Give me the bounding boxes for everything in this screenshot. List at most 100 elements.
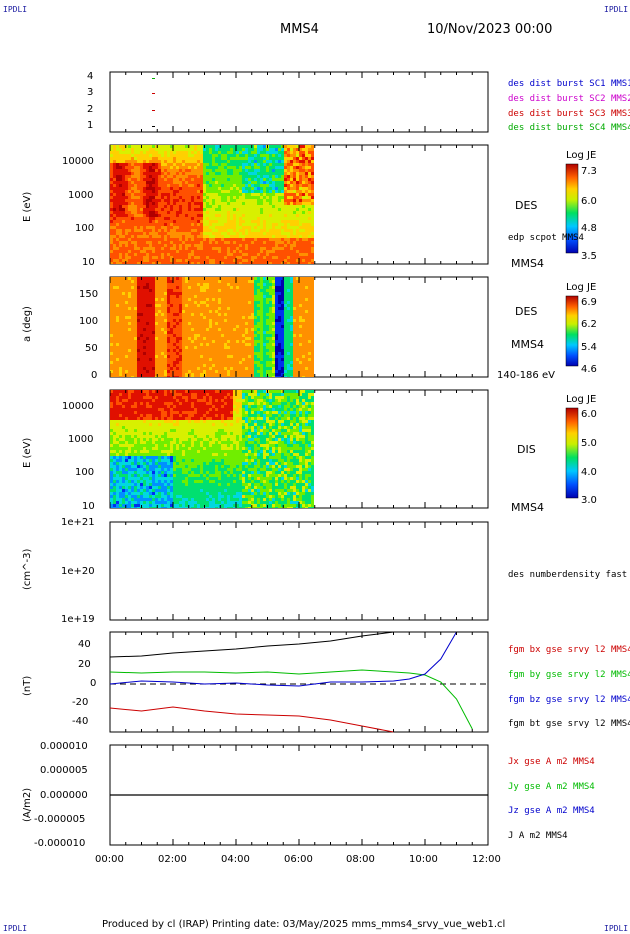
des-energy-cell	[164, 193, 167, 196]
des-pitch-cell	[176, 373, 179, 376]
des-energy-cell	[254, 193, 257, 196]
des-energy-cell	[248, 172, 251, 175]
des-pitch-cell	[224, 301, 227, 304]
des-pitch-cell	[182, 349, 185, 352]
des-energy-cell	[170, 247, 173, 250]
des-energy-cell	[245, 148, 248, 151]
des-pitch-cell	[134, 301, 137, 304]
des-energy-cell	[221, 211, 224, 214]
des-energy-cell	[287, 229, 290, 232]
des-energy-cell	[134, 223, 137, 226]
des-pitch-cell	[122, 286, 125, 289]
des-energy-cell	[128, 172, 131, 175]
des-energy-cell	[152, 184, 155, 187]
des-pitch-cell	[257, 361, 260, 364]
des-pitch-cell	[152, 304, 155, 307]
des-pitch-cell	[299, 310, 302, 313]
des-pitch-cell	[158, 361, 161, 364]
des-energy-cell	[236, 208, 239, 211]
des-pitch-cell	[197, 361, 200, 364]
des-pitch-cell	[134, 349, 137, 352]
des-energy-cell	[149, 211, 152, 214]
des-energy-cell	[185, 220, 188, 223]
des-pitch-cell	[164, 358, 167, 361]
des-energy-cell	[239, 172, 242, 175]
des-pitch-cell	[287, 292, 290, 295]
des-pitch-cell	[212, 331, 215, 334]
des-energy-cell	[206, 202, 209, 205]
des-pitch-cell	[296, 331, 299, 334]
des-pitch-cell	[227, 352, 230, 355]
des-energy-cell	[188, 178, 191, 181]
des-pitch-cell	[185, 331, 188, 334]
des-energy-cell	[266, 208, 269, 211]
des-pitch-cell	[170, 292, 173, 295]
des-pitch-cell	[146, 352, 149, 355]
des-energy-cell	[293, 262, 296, 264]
des-energy-cell	[227, 187, 230, 190]
des-energy-cell	[284, 196, 287, 199]
des-pitch-cell	[149, 313, 152, 316]
des-pitch-cell	[272, 307, 275, 310]
des-pitch-cell	[161, 364, 164, 367]
des-energy-cell	[242, 256, 245, 259]
des-pitch-cell	[137, 370, 140, 373]
des-pitch-cell	[119, 280, 122, 283]
des-energy-cell	[242, 244, 245, 247]
des-pitch-cell	[140, 283, 143, 286]
des-energy-cell	[137, 145, 140, 148]
des-pitch-cell	[242, 277, 245, 280]
des-pitch-cell	[167, 370, 170, 373]
des-energy-cell	[257, 253, 260, 256]
des-pitch-cell	[305, 319, 308, 322]
des-energy-cell	[179, 205, 182, 208]
des-energy-cell	[149, 169, 152, 172]
des-energy-cell	[110, 241, 113, 244]
des-pitch-cell	[236, 286, 239, 289]
des-pitch-cell	[287, 331, 290, 334]
des-energy-cell	[194, 205, 197, 208]
des-energy-cell	[146, 193, 149, 196]
des-pitch-cell	[116, 280, 119, 283]
des-energy-cell	[281, 220, 284, 223]
des-pitch-cell	[218, 343, 221, 346]
des-pitch-cell	[275, 313, 278, 316]
des-energy-cell	[152, 205, 155, 208]
des-pitch-cell	[248, 289, 251, 292]
des-energy-cell	[293, 169, 296, 172]
des-pitch-cell	[164, 355, 167, 358]
des-energy-cell	[245, 232, 248, 235]
des-energy-cell	[293, 259, 296, 262]
des-energy-cell	[305, 181, 308, 184]
des-pitch-cell	[293, 358, 296, 361]
des-energy-cell	[161, 250, 164, 253]
des-energy-cell	[146, 166, 149, 169]
des-energy-cell	[167, 169, 170, 172]
des-energy-cell	[191, 154, 194, 157]
des-energy-cell	[137, 187, 140, 190]
des-energy-cell	[290, 208, 293, 211]
des-pitch-cell	[290, 349, 293, 352]
des-energy-cell	[233, 181, 236, 184]
des-pitch-cell	[218, 313, 221, 316]
des-energy-cell	[218, 223, 221, 226]
des-pitch-cell	[221, 286, 224, 289]
des-energy-cell	[275, 145, 278, 148]
des-energy-cell	[200, 238, 203, 241]
des-pitch-cell	[116, 307, 119, 310]
des-energy-cell	[227, 238, 230, 241]
des-pitch-cell	[143, 346, 146, 349]
des-pitch-cell	[176, 367, 179, 370]
des-pitch-cell	[266, 340, 269, 343]
des-energy-cell	[194, 166, 197, 169]
des-energy-cell	[239, 238, 242, 241]
des-energy-cell	[248, 229, 251, 232]
des-pitch-cell	[245, 283, 248, 286]
des-pitch-cell	[164, 316, 167, 319]
des-energy-cell	[293, 196, 296, 199]
des-pitch-cell	[206, 292, 209, 295]
des-pitch-cell	[254, 307, 257, 310]
des-energy-cell	[161, 208, 164, 211]
des-energy-cell	[218, 172, 221, 175]
des-pitch-cell	[245, 277, 248, 280]
